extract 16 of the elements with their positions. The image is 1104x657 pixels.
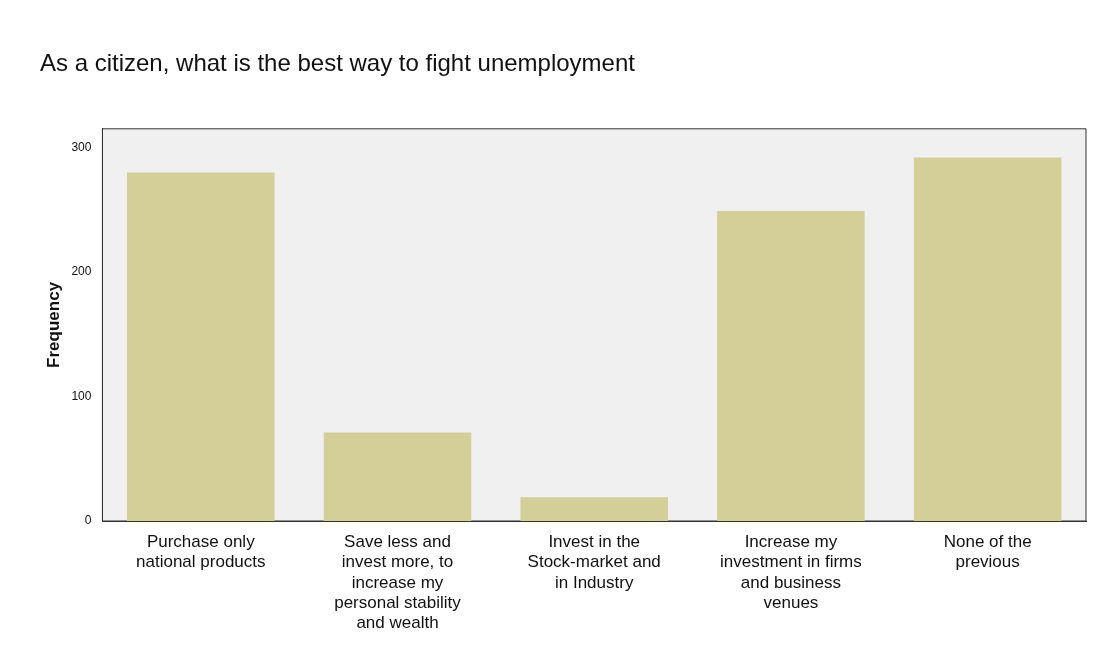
y-tick-label: 300 xyxy=(71,139,92,154)
bar xyxy=(717,210,865,521)
x-tick-label: None of the previous xyxy=(943,531,1032,572)
x-tick-label: Increase my investment in firms and business venues xyxy=(720,531,862,613)
y-tick-label: 200 xyxy=(71,264,92,279)
x-tick-label: Save less and invest more, to increase my personal stability and wealth xyxy=(334,531,462,633)
bar xyxy=(127,172,275,521)
bar xyxy=(323,432,472,521)
bar xyxy=(520,497,668,521)
x-tick-label: Purchase only national products xyxy=(136,531,266,572)
chart-title: As a citizen, what is the best way to fight unemployment xyxy=(40,49,636,77)
y-axis-title: Frequency xyxy=(43,281,63,368)
bar xyxy=(913,157,1062,521)
x-tick-label: Invest in the Stock-market and in Industry xyxy=(527,531,661,592)
y-tick-label: 0 xyxy=(84,513,92,528)
y-tick-label: 100 xyxy=(71,388,92,403)
